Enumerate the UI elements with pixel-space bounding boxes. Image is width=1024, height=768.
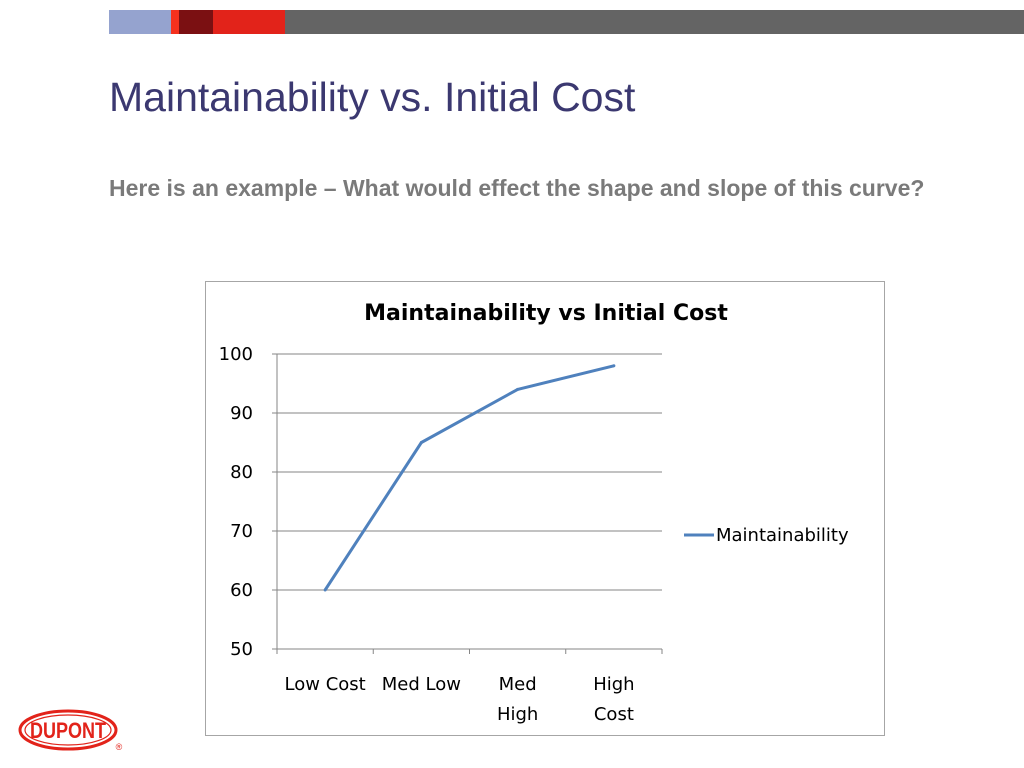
x-tick-label: Cost (594, 704, 634, 725)
header-bar-segment-lavender (109, 10, 171, 34)
x-tick-label: High (497, 704, 538, 725)
chart-canvas: Maintainability vs Initial Cost 50 60 70 80 9… (219, 301, 849, 725)
data-point (612, 364, 616, 368)
chart-title: Maintainability vs Initial Cost (364, 301, 728, 326)
header-bar-segment-gray (285, 10, 1024, 34)
legend-label: Maintainability (716, 525, 849, 546)
x-tick-label: Low Cost (285, 674, 366, 695)
y-tick-label: 50 (230, 639, 253, 660)
y-tick-label: 60 (230, 580, 253, 601)
dupont-wordmark: DUPONT (30, 718, 106, 743)
series-line (323, 364, 615, 591)
x-tick-label: High (593, 674, 634, 695)
slide-title: Maintainability vs. Initial Cost (109, 74, 636, 120)
registered-mark: ® (116, 742, 123, 752)
bullet-text: Here is an example – What would effect t… (109, 175, 925, 201)
header-bar-segment-maroon (179, 10, 213, 34)
dupont-oval-inner (24, 714, 112, 746)
y-tick-label: 90 (230, 403, 253, 424)
header-bar-segment-red (213, 10, 285, 34)
x-tick-label: Med Low (382, 674, 461, 695)
header-bar-segment-orange (171, 10, 179, 34)
y-tick-label: 100 (219, 344, 253, 365)
y-tick-label: 80 (230, 462, 253, 483)
dupont-oval-outer (18, 709, 118, 751)
header-color-bar (109, 10, 1024, 34)
dupont-logo: DUPONT ® (18, 708, 128, 759)
line-chart: Maintainability vs Initial Cost 50 60 70 80 9… (205, 281, 885, 736)
data-point (419, 441, 423, 444)
data-point (516, 387, 520, 391)
data-point (323, 588, 327, 592)
y-tick-label: 70 (230, 521, 253, 542)
x-tick-label: Med (499, 674, 537, 695)
